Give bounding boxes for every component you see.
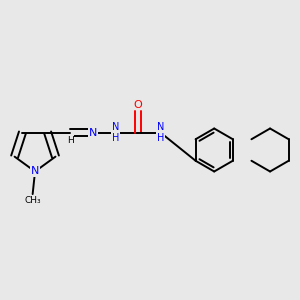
Text: N
H: N H	[112, 122, 119, 143]
Text: N: N	[31, 167, 39, 176]
Text: H: H	[67, 136, 74, 145]
Text: N: N	[88, 128, 97, 138]
Text: CH₃: CH₃	[24, 196, 41, 205]
Text: N
H: N H	[157, 122, 164, 143]
Text: O: O	[134, 100, 142, 110]
